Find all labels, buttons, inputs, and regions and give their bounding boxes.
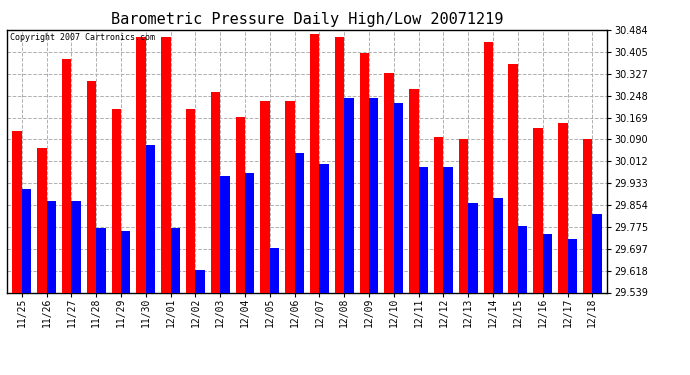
Bar <box>270 248 279 292</box>
Bar <box>112 109 121 292</box>
Bar <box>87 81 96 292</box>
Bar <box>295 153 304 292</box>
Bar <box>459 140 469 292</box>
Bar <box>567 240 577 292</box>
Bar <box>96 228 106 292</box>
Bar <box>146 145 155 292</box>
Bar <box>533 128 543 292</box>
Bar <box>220 176 230 292</box>
Bar <box>344 98 354 292</box>
Bar <box>137 37 146 292</box>
Bar <box>543 234 552 292</box>
Bar <box>434 136 444 292</box>
Bar <box>518 225 527 292</box>
Bar <box>394 104 403 292</box>
Bar <box>235 117 245 292</box>
Bar <box>22 189 31 292</box>
Bar <box>195 270 205 292</box>
Bar <box>493 198 502 292</box>
Bar <box>484 42 493 292</box>
Bar <box>319 165 329 292</box>
Bar <box>384 73 394 292</box>
Bar <box>285 100 295 292</box>
Bar <box>186 109 195 292</box>
Bar <box>211 92 220 292</box>
Bar <box>583 140 592 292</box>
Bar <box>369 98 379 292</box>
Bar <box>71 201 81 292</box>
Bar <box>161 37 170 292</box>
Bar <box>310 34 319 292</box>
Bar <box>592 214 602 292</box>
Text: Copyright 2007 Cartronics.com: Copyright 2007 Cartronics.com <box>10 33 155 42</box>
Bar <box>419 167 428 292</box>
Bar <box>37 148 47 292</box>
Bar <box>469 203 477 292</box>
Bar <box>409 90 419 292</box>
Bar <box>260 100 270 292</box>
Bar <box>47 201 56 292</box>
Bar <box>444 167 453 292</box>
Bar <box>509 64 518 292</box>
Title: Barometric Pressure Daily High/Low 20071219: Barometric Pressure Daily High/Low 20071… <box>111 12 503 27</box>
Bar <box>558 123 567 292</box>
Bar <box>359 53 369 292</box>
Bar <box>62 59 71 292</box>
Bar <box>335 37 344 292</box>
Bar <box>121 231 130 292</box>
Bar <box>245 173 255 292</box>
Bar <box>12 131 22 292</box>
Bar <box>170 228 180 292</box>
